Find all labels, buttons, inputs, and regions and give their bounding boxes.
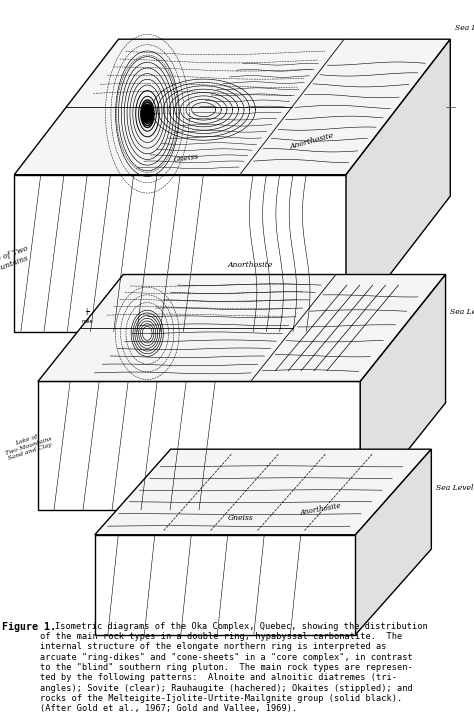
Text: rocks of the Melteigite-Ijolite-Urtite-Mailgnite group (solid black).: rocks of the Melteigite-Ijolite-Urtite-M…	[40, 694, 402, 703]
Text: Gneiss: Gneiss	[228, 513, 253, 522]
Text: Sea Level: Sea Level	[450, 308, 474, 316]
Text: Sea Level: Sea Level	[455, 24, 474, 32]
Polygon shape	[142, 106, 153, 122]
Polygon shape	[95, 535, 356, 635]
Text: $\frac{1}{2}$
mile: $\frac{1}{2}$ mile	[81, 306, 93, 324]
Text: ted by the following patterns:  Alnoite and alnoitic diatremes (tri-: ted by the following patterns: Alnoite a…	[40, 673, 397, 682]
Text: angles); Sovite (clear); Rauhaugite (hachered); Okaites (stippled); and: angles); Sovite (clear); Rauhaugite (hac…	[40, 684, 413, 693]
Text: Anorthosite: Anorthosite	[300, 501, 342, 517]
Polygon shape	[346, 39, 450, 332]
Text: arcuate "ring-dikes" and "cone-sheets" in a "core complex", in contrast: arcuate "ring-dikes" and "cone-sheets" i…	[40, 653, 413, 662]
Text: Figure 1.: Figure 1.	[2, 622, 56, 632]
Polygon shape	[38, 381, 360, 510]
Polygon shape	[14, 175, 346, 332]
Text: Lake of Two
Mountains: Lake of Two Mountains	[0, 245, 32, 277]
Polygon shape	[360, 275, 446, 510]
Text: Anorthosite: Anorthosite	[228, 261, 273, 270]
Polygon shape	[95, 449, 431, 535]
Polygon shape	[356, 449, 431, 635]
Text: Isometric diagrams of the Oka Complex, Quebec, showing the distribution: Isometric diagrams of the Oka Complex, Q…	[55, 622, 427, 631]
Polygon shape	[14, 39, 450, 175]
Polygon shape	[38, 275, 446, 381]
Text: Anorthosite: Anorthosite	[290, 131, 335, 150]
Text: to the "blind" southern ring pluton.  The main rock types are represen-: to the "blind" southern ring pluton. The…	[40, 663, 413, 672]
Text: Gneiss: Gneiss	[173, 153, 199, 164]
Text: of the main rock types in a double ring, hypabyssal carbonatite.  The: of the main rock types in a double ring,…	[40, 632, 402, 641]
Text: Lake of
Two Mountains
Sand and Clay: Lake of Two Mountains Sand and Clay	[3, 430, 54, 461]
Text: (After Gold et al., 1967; Gold and Vallee, 1969).: (After Gold et al., 1967; Gold and Valle…	[40, 704, 298, 713]
Text: Sea Level: Sea Level	[436, 483, 474, 492]
Text: internal structure of the elongate northern ring is interpreted as: internal structure of the elongate north…	[40, 642, 387, 652]
